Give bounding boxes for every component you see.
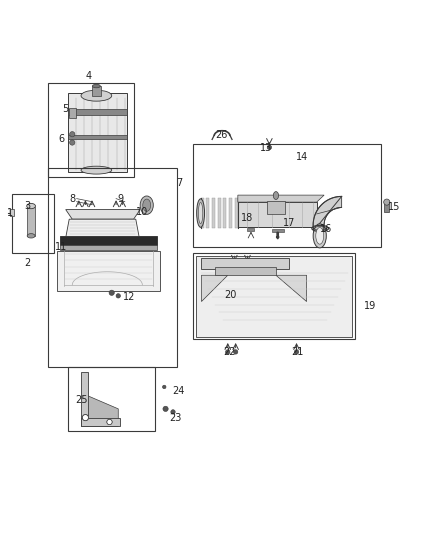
Bar [206, 198, 209, 228]
Text: 7: 7 [177, 178, 183, 188]
Circle shape [107, 419, 112, 425]
Text: 19: 19 [364, 301, 376, 311]
Text: 8: 8 [69, 193, 75, 204]
Bar [235, 198, 238, 228]
Text: 23: 23 [169, 413, 181, 423]
Ellipse shape [92, 84, 100, 88]
Bar [223, 198, 226, 228]
Text: 15: 15 [388, 203, 400, 212]
Polygon shape [276, 275, 307, 302]
Circle shape [107, 419, 112, 425]
Ellipse shape [140, 196, 153, 214]
Bar [48, 168, 177, 367]
Text: 12: 12 [123, 292, 135, 302]
Polygon shape [66, 209, 140, 219]
Text: 11: 11 [55, 242, 67, 252]
Circle shape [109, 290, 114, 295]
Circle shape [70, 132, 75, 137]
Bar [92, 86, 101, 96]
Bar [10, 209, 14, 216]
Text: 16: 16 [320, 224, 332, 235]
Polygon shape [88, 395, 118, 426]
Ellipse shape [313, 224, 326, 248]
Circle shape [233, 350, 238, 354]
Ellipse shape [316, 228, 324, 244]
Text: 17: 17 [283, 217, 295, 228]
Text: 2: 2 [24, 258, 30, 268]
Ellipse shape [198, 203, 203, 223]
Ellipse shape [273, 191, 279, 199]
Polygon shape [238, 195, 324, 202]
Polygon shape [313, 197, 342, 235]
Polygon shape [65, 219, 140, 243]
Bar [201, 198, 204, 228]
Text: 3: 3 [24, 201, 30, 211]
Circle shape [82, 415, 88, 421]
Text: 24: 24 [173, 386, 185, 397]
Circle shape [162, 385, 166, 389]
Circle shape [294, 350, 299, 354]
Bar [272, 229, 284, 232]
Ellipse shape [143, 199, 151, 211]
Ellipse shape [197, 199, 205, 227]
Polygon shape [57, 251, 160, 290]
Text: 22: 22 [224, 347, 236, 357]
Ellipse shape [81, 90, 112, 101]
Bar [238, 202, 317, 227]
Circle shape [70, 140, 75, 145]
Circle shape [82, 415, 88, 421]
Bar [27, 207, 35, 236]
Bar [247, 229, 254, 231]
Circle shape [116, 294, 120, 298]
Ellipse shape [27, 233, 35, 238]
Bar [218, 198, 221, 228]
Text: 20: 20 [224, 290, 236, 300]
Ellipse shape [81, 166, 112, 174]
Text: 4: 4 [85, 71, 92, 81]
Circle shape [163, 406, 168, 411]
Circle shape [226, 350, 230, 354]
Bar [68, 93, 127, 172]
Bar [193, 144, 381, 247]
Bar [193, 253, 355, 339]
Bar [48, 83, 134, 177]
Bar [215, 268, 276, 275]
Bar [60, 236, 157, 246]
Text: 5: 5 [62, 104, 68, 114]
Text: 18: 18 [241, 213, 254, 223]
Text: 14: 14 [296, 152, 308, 162]
Circle shape [267, 145, 272, 150]
Circle shape [384, 199, 390, 205]
Text: 10: 10 [136, 207, 148, 217]
Bar [201, 258, 289, 269]
Bar [267, 201, 285, 214]
Text: 6: 6 [58, 134, 64, 144]
Bar [212, 198, 215, 228]
Bar [196, 255, 352, 336]
Bar [68, 109, 127, 115]
Circle shape [171, 410, 175, 414]
Text: 21: 21 [292, 347, 304, 357]
Bar [81, 418, 120, 426]
Polygon shape [201, 275, 228, 302]
Text: 13: 13 [260, 143, 272, 154]
Bar [229, 198, 232, 228]
Bar [68, 367, 155, 431]
Bar [12, 194, 54, 253]
Text: 9: 9 [117, 193, 124, 204]
Bar [69, 108, 76, 118]
Text: 1: 1 [7, 208, 13, 218]
FancyArrow shape [276, 232, 279, 239]
Bar [60, 245, 157, 250]
Ellipse shape [27, 204, 35, 209]
Text: 26: 26 [215, 130, 227, 140]
Bar [68, 135, 127, 140]
Text: 25: 25 [75, 395, 87, 405]
Bar [384, 202, 389, 212]
Bar [81, 372, 88, 426]
